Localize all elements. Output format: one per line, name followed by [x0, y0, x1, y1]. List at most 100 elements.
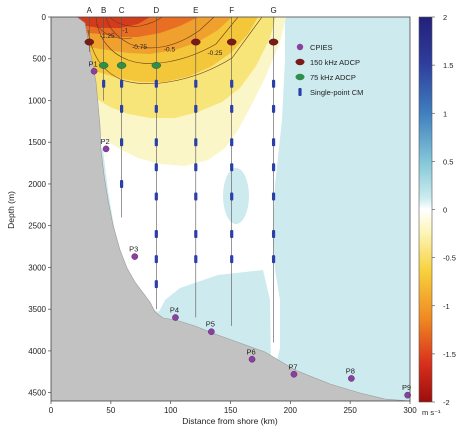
- contour-line: [87, 17, 263, 84]
- colorbar-tick-label: 2: [443, 13, 447, 22]
- x-tick-label: 150: [224, 406, 238, 415]
- contour-line: [109, 17, 163, 27]
- cpies-layer: P1 P2 P3 P4 P5 P6 P7 P8 P9: [88, 59, 411, 399]
- contour-value-label: -0.25: [208, 50, 223, 57]
- cpies-marker-p7: [290, 370, 298, 378]
- cpies-marker-p2: [102, 145, 110, 153]
- current-meter-marker: [154, 255, 158, 264]
- colorbar-ticks: 2 1.5 1 0.5 0 -0.5 -1 -1.5 -2: [432, 13, 456, 407]
- current-meter-marker: [194, 79, 198, 88]
- contour-line: [105, 17, 215, 49]
- colorbar-tick-label: 0.5: [443, 157, 453, 166]
- current-meter-marker: [154, 230, 158, 239]
- adcp-75khz-marker: [151, 62, 162, 69]
- mooring-label-d: D: [153, 6, 159, 15]
- current-meter-marker: [271, 192, 276, 201]
- legend-marker-cpies: [296, 43, 304, 51]
- y-axis-label: Depth (m): [6, 191, 16, 229]
- current-meter-marker: [271, 79, 276, 88]
- cpies-marker-p6: [248, 355, 256, 363]
- legend-label-150-khz-adcp: 150 kHz ADCP: [310, 58, 360, 67]
- instrument-layer: [84, 38, 279, 289]
- cpies-marker-p8: [348, 375, 355, 382]
- mooring-label-a: A: [87, 6, 93, 15]
- current-meter-marker: [194, 163, 198, 172]
- legend: CPIES 150 kHz ADCP 75 kHz ADCP Single-point…: [295, 43, 363, 97]
- current-meter-marker: [120, 104, 124, 113]
- y-tick-label: 2500: [28, 222, 46, 231]
- colorbar-tick-label: 1.5: [443, 61, 453, 70]
- adcp-150khz-marker: [268, 38, 279, 46]
- y-tick-label: 500: [33, 55, 47, 64]
- colorbar-tick-label: -2: [443, 398, 450, 407]
- colorbar-tick-label: 1: [443, 109, 447, 118]
- current-meter-marker: [194, 104, 198, 113]
- current-meter-marker: [102, 79, 106, 88]
- current-meter-marker: [271, 138, 276, 147]
- x-tick-label: 0: [49, 406, 54, 415]
- positive-eddy: [223, 168, 249, 224]
- y-tick-label: 1000: [28, 96, 46, 105]
- y-tick-label: 4000: [28, 347, 46, 356]
- cpies-label-p5: P5: [206, 320, 215, 329]
- colorbar-tick-label: 0: [443, 206, 447, 215]
- y-tick-label: 1500: [28, 138, 46, 147]
- current-meter-marker: [194, 230, 198, 239]
- x-tick-label: 100: [164, 406, 178, 415]
- current-meter-marker: [230, 138, 234, 147]
- legend-label-single-point-cm: Single-point CM: [310, 88, 363, 97]
- current-meter-marker: [154, 280, 158, 289]
- y-tick-label: 2000: [28, 180, 46, 189]
- x-tick-label: 50: [106, 406, 115, 415]
- y-tick-label: 4500: [28, 389, 46, 398]
- current-meter-marker: [154, 138, 158, 147]
- current-meter-marker: [194, 138, 198, 147]
- x-tick-label: 300: [403, 406, 417, 415]
- current-meter-marker: [154, 104, 158, 113]
- adcp-150khz-marker: [226, 38, 237, 46]
- mooring-label-f: F: [229, 6, 234, 15]
- mooring-label-e: E: [193, 6, 198, 15]
- y-tick-label: 3500: [28, 305, 46, 314]
- y-axis-ticks: 0 500 1000 1500 2000 2500 3000 3500 4000 4500: [28, 13, 51, 398]
- current-meter-marker: [271, 230, 276, 239]
- cpies-marker-p9: [404, 391, 411, 399]
- current-meter-marker: [230, 192, 234, 201]
- cpies-marker-p5: [208, 328, 215, 336]
- cpies-label-p8: P8: [346, 366, 355, 375]
- y-tick-label: 0: [42, 13, 47, 22]
- current-meter-marker: [154, 163, 158, 172]
- contour-value-label: -1.25: [100, 33, 115, 40]
- current-meter-marker: [230, 79, 234, 88]
- mooring-label-b: B: [101, 6, 106, 15]
- current-meter-marker: [271, 163, 276, 172]
- x-tick-label: 250: [343, 406, 357, 415]
- current-meter-marker: [271, 255, 276, 264]
- mooring-label-c: C: [119, 6, 125, 15]
- y-tick-label: 3000: [28, 263, 46, 272]
- current-meter-marker: [230, 230, 234, 239]
- contour-value-label: -0.5: [164, 47, 176, 54]
- mooring-label-g: G: [270, 6, 276, 15]
- current-meter-marker: [230, 255, 234, 264]
- legend-label-75-khz-adcp: 75 kHz ADCP: [310, 73, 356, 82]
- adcp-75khz-marker: [116, 62, 127, 69]
- current-meter-marker: [154, 79, 158, 88]
- legend-label-cpies: CPIES: [310, 43, 333, 52]
- colorbar-tick-label: -1: [443, 302, 450, 311]
- contour-line: [95, 17, 239, 64]
- seafloor: [51, 17, 410, 401]
- plot-area: [51, 17, 410, 401]
- x-tick-label: 200: [284, 406, 298, 415]
- cpies-label-p1: P1: [88, 59, 97, 68]
- cpies-label-p6: P6: [246, 347, 255, 356]
- cpies-label-p4: P4: [170, 306, 179, 315]
- legend-marker-150-khz-adcp: [295, 58, 305, 66]
- cpies-marker-p1: [90, 67, 98, 75]
- x-axis-label: Distance from shore (km): [182, 416, 278, 426]
- colorbar-unit-label: m s⁻¹: [422, 408, 441, 417]
- legend-marker-single-point-cm: [298, 88, 302, 96]
- colorbar: [418, 16, 433, 403]
- current-meter-marker: [120, 79, 124, 88]
- current-meter-marker: [230, 104, 234, 113]
